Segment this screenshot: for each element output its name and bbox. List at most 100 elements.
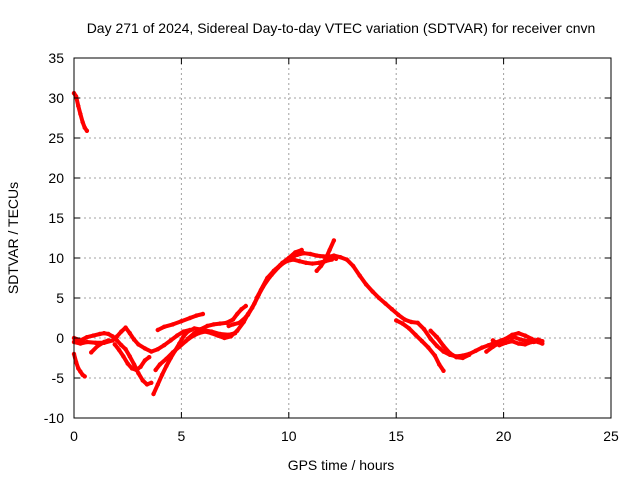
data-point bbox=[329, 257, 334, 262]
data-point bbox=[95, 343, 100, 349]
data-point bbox=[510, 339, 515, 344]
data-point bbox=[314, 253, 319, 258]
data-point bbox=[490, 338, 496, 343]
data-point bbox=[127, 354, 132, 359]
grid-lines bbox=[74, 58, 611, 418]
data-point bbox=[209, 331, 214, 336]
data-point bbox=[252, 301, 257, 306]
data-point bbox=[370, 289, 375, 294]
data-point bbox=[437, 362, 442, 367]
data-point bbox=[185, 329, 190, 334]
data-point bbox=[121, 354, 126, 359]
data-point bbox=[441, 368, 446, 373]
data-point bbox=[181, 334, 186, 339]
x-tick-label: 10 bbox=[281, 428, 297, 444]
y-tick-label: 15 bbox=[48, 210, 64, 226]
data-point bbox=[119, 329, 124, 334]
data-point bbox=[363, 282, 369, 287]
data-point bbox=[78, 111, 83, 117]
data-point bbox=[529, 339, 534, 345]
data-point bbox=[245, 312, 251, 317]
data-point bbox=[522, 333, 528, 338]
data-point bbox=[267, 275, 272, 280]
x-tick-label: 5 bbox=[178, 428, 186, 444]
data-point bbox=[144, 382, 150, 387]
data-point bbox=[308, 251, 313, 257]
data-point bbox=[106, 338, 111, 343]
data-point bbox=[89, 350, 94, 355]
data-point bbox=[84, 335, 90, 340]
data-point bbox=[454, 355, 459, 360]
data-point bbox=[138, 364, 143, 369]
data-point bbox=[473, 348, 478, 353]
data-point bbox=[331, 253, 337, 258]
data-point bbox=[239, 319, 244, 325]
data-point bbox=[82, 125, 87, 130]
data-point bbox=[170, 322, 175, 327]
data-point bbox=[409, 319, 414, 325]
data-point bbox=[119, 343, 124, 348]
data-point bbox=[299, 247, 304, 253]
data-point bbox=[434, 343, 440, 349]
data-point bbox=[114, 334, 120, 339]
y-tick-label: 30 bbox=[48, 90, 64, 106]
data-point bbox=[518, 337, 523, 342]
data-point bbox=[164, 363, 169, 369]
data-point bbox=[441, 349, 446, 354]
data-point bbox=[194, 313, 199, 318]
data-point bbox=[357, 273, 362, 278]
data-point bbox=[426, 345, 431, 350]
data-point bbox=[170, 350, 175, 355]
data-point bbox=[434, 335, 440, 340]
data-point bbox=[235, 328, 240, 333]
data-point bbox=[155, 347, 160, 352]
data-point bbox=[168, 338, 173, 343]
data-point bbox=[123, 347, 128, 352]
chart-title: Day 271 of 2024, Sidereal Day-to-day VTE… bbox=[87, 20, 596, 36]
data-point bbox=[84, 339, 90, 345]
data-point bbox=[325, 255, 330, 260]
data-point bbox=[123, 325, 128, 330]
data-point bbox=[516, 331, 521, 336]
data-point bbox=[226, 323, 231, 329]
data-point bbox=[490, 344, 496, 349]
series-trace bbox=[89, 338, 111, 355]
data-point bbox=[177, 344, 182, 349]
data-point bbox=[484, 349, 489, 354]
data-point bbox=[131, 362, 137, 367]
data-point bbox=[192, 331, 197, 336]
data-point bbox=[80, 119, 85, 125]
x-axis-label: GPS time / hours bbox=[288, 457, 395, 473]
data-series bbox=[71, 91, 545, 397]
data-point bbox=[162, 324, 167, 329]
data-point bbox=[211, 322, 216, 327]
data-point bbox=[205, 323, 210, 329]
data-point bbox=[400, 321, 405, 326]
data-point bbox=[129, 366, 135, 371]
data-point bbox=[78, 369, 83, 374]
data-point bbox=[76, 103, 81, 109]
y-tick-label: -10 bbox=[44, 410, 64, 426]
data-point bbox=[179, 319, 184, 324]
data-point bbox=[155, 382, 160, 387]
data-point bbox=[97, 331, 103, 337]
data-point bbox=[198, 327, 203, 332]
data-point bbox=[142, 346, 148, 351]
x-tick-label: 25 bbox=[603, 428, 619, 444]
data-point bbox=[479, 345, 485, 350]
data-point bbox=[497, 343, 502, 348]
y-tick-labels: -10 -5 0 5 10 15 20 25 30 35 bbox=[44, 50, 64, 426]
x-tick-labels: 0 5 10 15 20 25 bbox=[70, 428, 619, 444]
data-point bbox=[93, 340, 98, 345]
data-point bbox=[396, 312, 401, 317]
data-point bbox=[293, 250, 298, 255]
data-point bbox=[310, 261, 315, 266]
series-trace bbox=[153, 312, 250, 372]
data-point bbox=[185, 336, 190, 341]
data-point bbox=[187, 315, 193, 321]
data-point bbox=[406, 326, 412, 331]
data-point bbox=[402, 317, 407, 322]
data-point bbox=[76, 366, 81, 371]
data-point bbox=[522, 342, 528, 347]
data-point bbox=[254, 295, 259, 301]
